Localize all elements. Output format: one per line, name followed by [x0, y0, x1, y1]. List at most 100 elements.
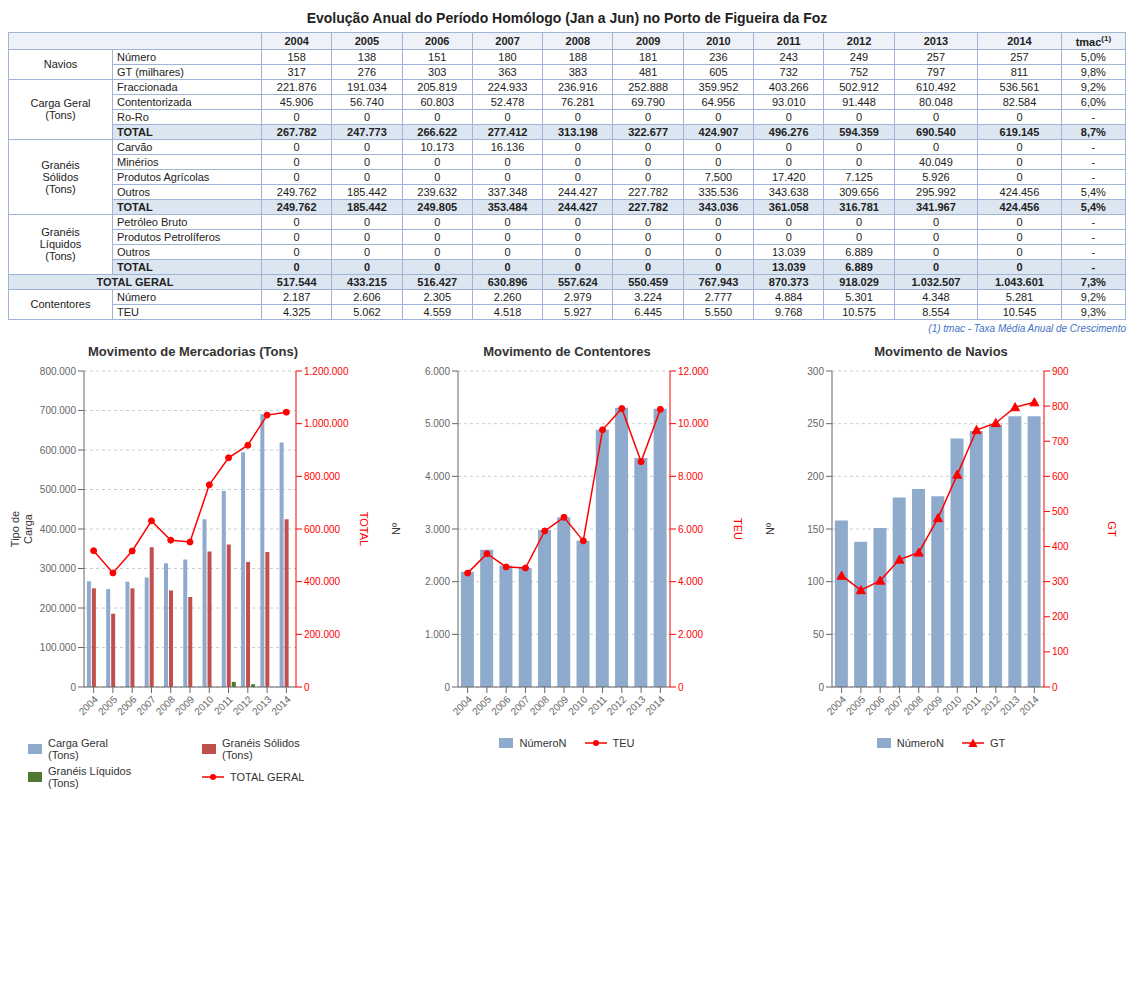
svg-text:2006: 2006	[115, 693, 139, 717]
svg-text:2007: 2007	[508, 693, 532, 717]
svg-text:TOTAL: TOTAL	[358, 511, 370, 545]
svg-text:300: 300	[807, 365, 824, 376]
svg-text:600: 600	[1052, 471, 1069, 482]
svg-text:2009: 2009	[547, 693, 571, 717]
svg-text:2013: 2013	[250, 693, 274, 717]
svg-text:500: 500	[1052, 506, 1069, 517]
svg-text:2006: 2006	[489, 693, 513, 717]
svg-text:4.000: 4.000	[425, 471, 450, 482]
svg-text:2004: 2004	[77, 693, 101, 717]
svg-text:50: 50	[813, 629, 825, 640]
svg-text:100: 100	[807, 576, 824, 587]
svg-text:12.000: 12.000	[678, 365, 709, 376]
svg-text:2007: 2007	[882, 693, 906, 717]
svg-text:Nº: Nº	[390, 523, 402, 535]
html-text:2004: 2004	[284, 34, 309, 47]
svg-text:2006: 2006	[863, 693, 887, 717]
svg-text:200.000: 200.000	[304, 629, 341, 640]
svg-text:4.000: 4.000	[678, 576, 703, 587]
html-text:2006: 2006	[425, 34, 450, 47]
svg-text:2011: 2011	[960, 693, 983, 716]
svg-text:100: 100	[1052, 646, 1069, 657]
html-text:2009: 2009	[635, 34, 661, 47]
svg-text:2.000: 2.000	[425, 576, 450, 587]
svg-text:900: 900	[1052, 365, 1069, 376]
svg-text:Nº: Nº	[764, 523, 776, 535]
svg-text:1.200.000: 1.200.000	[304, 365, 349, 376]
svg-text:2014: 2014	[643, 693, 667, 717]
html-text:2012: 2012	[846, 34, 872, 47]
svg-text:0: 0	[678, 681, 684, 692]
svg-text:2005: 2005	[96, 693, 120, 717]
svg-text:2008: 2008	[902, 693, 926, 717]
svg-text:700: 700	[1052, 435, 1069, 446]
svg-text:800.000: 800.000	[40, 365, 77, 376]
svg-text:500.000: 500.000	[40, 484, 77, 495]
html-text:2005: 2005	[354, 34, 380, 47]
svg-text:600.000: 600.000	[40, 444, 77, 455]
svg-text:2009: 2009	[173, 693, 197, 717]
svg-text:TEU: TEU	[732, 518, 744, 540]
svg-text:3.000: 3.000	[425, 523, 450, 534]
svg-text:2014: 2014	[269, 693, 293, 717]
svg-text:2009: 2009	[921, 693, 945, 717]
svg-text:2013: 2013	[998, 693, 1022, 717]
html-text:Movimento de Mercadorias (Tons: Movimento de Mercadorias (Tons)	[88, 343, 298, 359]
svg-text:2008: 2008	[154, 693, 178, 717]
svg-text:150: 150	[807, 523, 824, 534]
html-text:Movimento de Contentores: Movimento de Contentores	[483, 343, 651, 359]
svg-text:400: 400	[1052, 541, 1069, 552]
svg-text:200.000: 200.000	[40, 602, 77, 613]
html-text:2010: 2010	[706, 34, 731, 47]
html-text:2007: 2007	[495, 34, 520, 47]
svg-text:0: 0	[1052, 681, 1058, 692]
html-text:Evolução Anual do Período Homó: Evolução Anual do Período Homólogo (Jan …	[306, 10, 828, 26]
svg-text:2011: 2011	[586, 693, 609, 716]
svg-text:250: 250	[807, 418, 824, 429]
svg-text:2010: 2010	[192, 693, 216, 717]
html-text:Movimento de Navios: Movimento de Navios	[874, 343, 1008, 359]
html-text:2011: 2011	[776, 34, 801, 47]
svg-text:6.000: 6.000	[425, 365, 450, 376]
svg-text:700.000: 700.000	[40, 405, 77, 416]
svg-text:8.000: 8.000	[678, 471, 703, 482]
svg-text:800: 800	[1052, 400, 1069, 411]
svg-text:0: 0	[70, 681, 76, 692]
svg-text:300.000: 300.000	[40, 563, 77, 574]
svg-text:2012: 2012	[979, 693, 1003, 717]
svg-text:10.000: 10.000	[678, 418, 709, 429]
svg-text:2010: 2010	[566, 693, 590, 717]
svg-text:2004: 2004	[451, 693, 475, 717]
svg-text:800.000: 800.000	[304, 471, 341, 482]
svg-text:5.000: 5.000	[425, 418, 450, 429]
svg-text:400.000: 400.000	[304, 576, 341, 587]
svg-text:2.000: 2.000	[678, 629, 703, 640]
svg-text:Tipo deCarga: Tipo deCarga	[9, 511, 34, 547]
svg-text:6.000: 6.000	[678, 523, 703, 534]
svg-text:0: 0	[304, 681, 310, 692]
html-text:2008: 2008	[565, 34, 591, 47]
svg-text:2013: 2013	[624, 693, 648, 717]
svg-text:400.000: 400.000	[40, 523, 77, 534]
svg-text:2011: 2011	[212, 693, 235, 716]
svg-text:600.000: 600.000	[304, 523, 341, 534]
svg-text:1.000.000: 1.000.000	[304, 418, 349, 429]
svg-text:0: 0	[818, 681, 824, 692]
svg-text:2005: 2005	[470, 693, 494, 717]
svg-text:2007: 2007	[134, 693, 158, 717]
svg-text:200: 200	[807, 471, 824, 482]
svg-text:2010: 2010	[940, 693, 964, 717]
svg-text:2012: 2012	[605, 693, 629, 717]
svg-text:300: 300	[1052, 576, 1069, 587]
svg-text:2014: 2014	[1017, 693, 1041, 717]
svg-text:0: 0	[444, 681, 450, 692]
svg-text:GT: GT	[1106, 521, 1118, 537]
svg-text:2008: 2008	[528, 693, 552, 717]
svg-text:100.000: 100.000	[40, 642, 77, 653]
svg-text:1.000: 1.000	[425, 629, 450, 640]
svg-text:2012: 2012	[231, 693, 255, 717]
svg-text:2005: 2005	[844, 693, 868, 717]
html-text:tmac(1): tmac(1)	[1075, 34, 1112, 48]
svg-text:200: 200	[1052, 611, 1069, 622]
svg-text:2004: 2004	[825, 693, 849, 717]
